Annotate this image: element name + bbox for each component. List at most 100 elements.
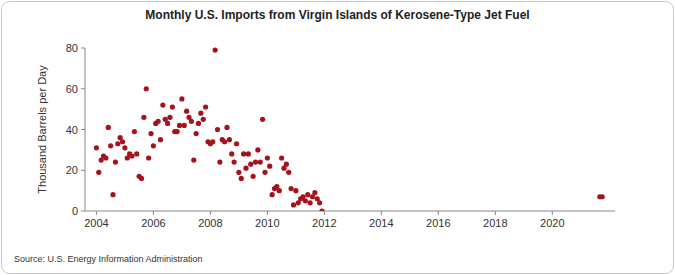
y-tick-label: 40 (66, 124, 78, 136)
x-tick (210, 211, 211, 215)
point (167, 115, 172, 120)
point (158, 137, 163, 142)
point (232, 160, 237, 165)
point (229, 151, 234, 156)
point (251, 174, 256, 179)
y-tick (81, 48, 85, 49)
point (103, 155, 108, 160)
x-tick-label: 2012 (312, 217, 336, 229)
x-tick (267, 211, 268, 215)
point (106, 125, 111, 130)
point (291, 202, 296, 207)
points (94, 47, 605, 211)
point (141, 115, 146, 120)
point (156, 119, 161, 124)
point (120, 139, 125, 144)
x-tick (153, 211, 154, 215)
point (224, 125, 229, 130)
x-tick-label: 2020 (540, 217, 564, 229)
point (253, 160, 258, 165)
point (213, 47, 218, 52)
chart: Monthly U.S. Imports from Virgin Islands… (0, 0, 675, 275)
point (305, 192, 310, 197)
y-tick (81, 88, 85, 89)
point (203, 104, 208, 109)
point (151, 143, 156, 148)
point (108, 143, 113, 148)
point (189, 119, 194, 124)
point (182, 123, 187, 128)
point (160, 102, 165, 107)
point (122, 145, 127, 150)
x-tick (381, 211, 382, 215)
point (194, 131, 199, 136)
y-tick-label: 20 (66, 164, 78, 176)
point (210, 139, 215, 144)
point (227, 137, 232, 142)
point (146, 155, 151, 160)
point (222, 139, 227, 144)
y-axis-label: Thousand Barrels per Day (36, 65, 48, 194)
point (258, 160, 263, 165)
x-axis (85, 211, 615, 212)
point (94, 145, 99, 150)
x-tick (438, 211, 439, 215)
point (129, 153, 134, 158)
point (215, 127, 220, 132)
point (165, 121, 170, 126)
point (236, 170, 241, 175)
point (184, 109, 189, 114)
point (262, 170, 267, 175)
frame (2, 2, 674, 274)
point (110, 192, 115, 197)
point (260, 117, 265, 122)
point (277, 188, 282, 193)
point (293, 188, 298, 193)
point (148, 131, 153, 136)
y-tick-label: 0 (72, 205, 78, 217)
point (600, 194, 605, 199)
x-tick-label: 2010 (255, 217, 279, 229)
title: Monthly U.S. Imports from Virgin Islands… (145, 8, 529, 22)
y-tick-label: 60 (66, 83, 78, 95)
y-tick (81, 170, 85, 171)
point (303, 198, 308, 203)
point (267, 164, 272, 169)
point (319, 208, 324, 211)
point (289, 186, 294, 191)
point (179, 96, 184, 101)
point (286, 170, 291, 175)
point (113, 160, 118, 165)
x-tick (552, 211, 553, 215)
point (317, 200, 322, 205)
point (170, 104, 175, 109)
x-tick-label: 2014 (369, 217, 393, 229)
point (241, 151, 246, 156)
x-tick (324, 211, 325, 215)
point (255, 147, 260, 152)
point (191, 157, 196, 162)
point (270, 192, 275, 197)
point (248, 162, 253, 167)
x-tick-label: 2018 (483, 217, 507, 229)
point (243, 166, 248, 171)
y-tick (81, 211, 85, 212)
x-tick-label: 2016 (426, 217, 450, 229)
point (246, 151, 251, 156)
point (217, 160, 222, 165)
point (234, 141, 239, 146)
point (239, 176, 244, 181)
point (115, 141, 120, 146)
x-tick-label: 2006 (141, 217, 165, 229)
x-tick (495, 211, 496, 215)
point (201, 117, 206, 122)
point (279, 155, 284, 160)
point (265, 155, 270, 160)
point (177, 123, 182, 128)
point (308, 200, 313, 205)
point (198, 111, 203, 116)
point (284, 162, 289, 167)
point (139, 176, 144, 181)
point (175, 129, 180, 134)
point (96, 170, 101, 175)
